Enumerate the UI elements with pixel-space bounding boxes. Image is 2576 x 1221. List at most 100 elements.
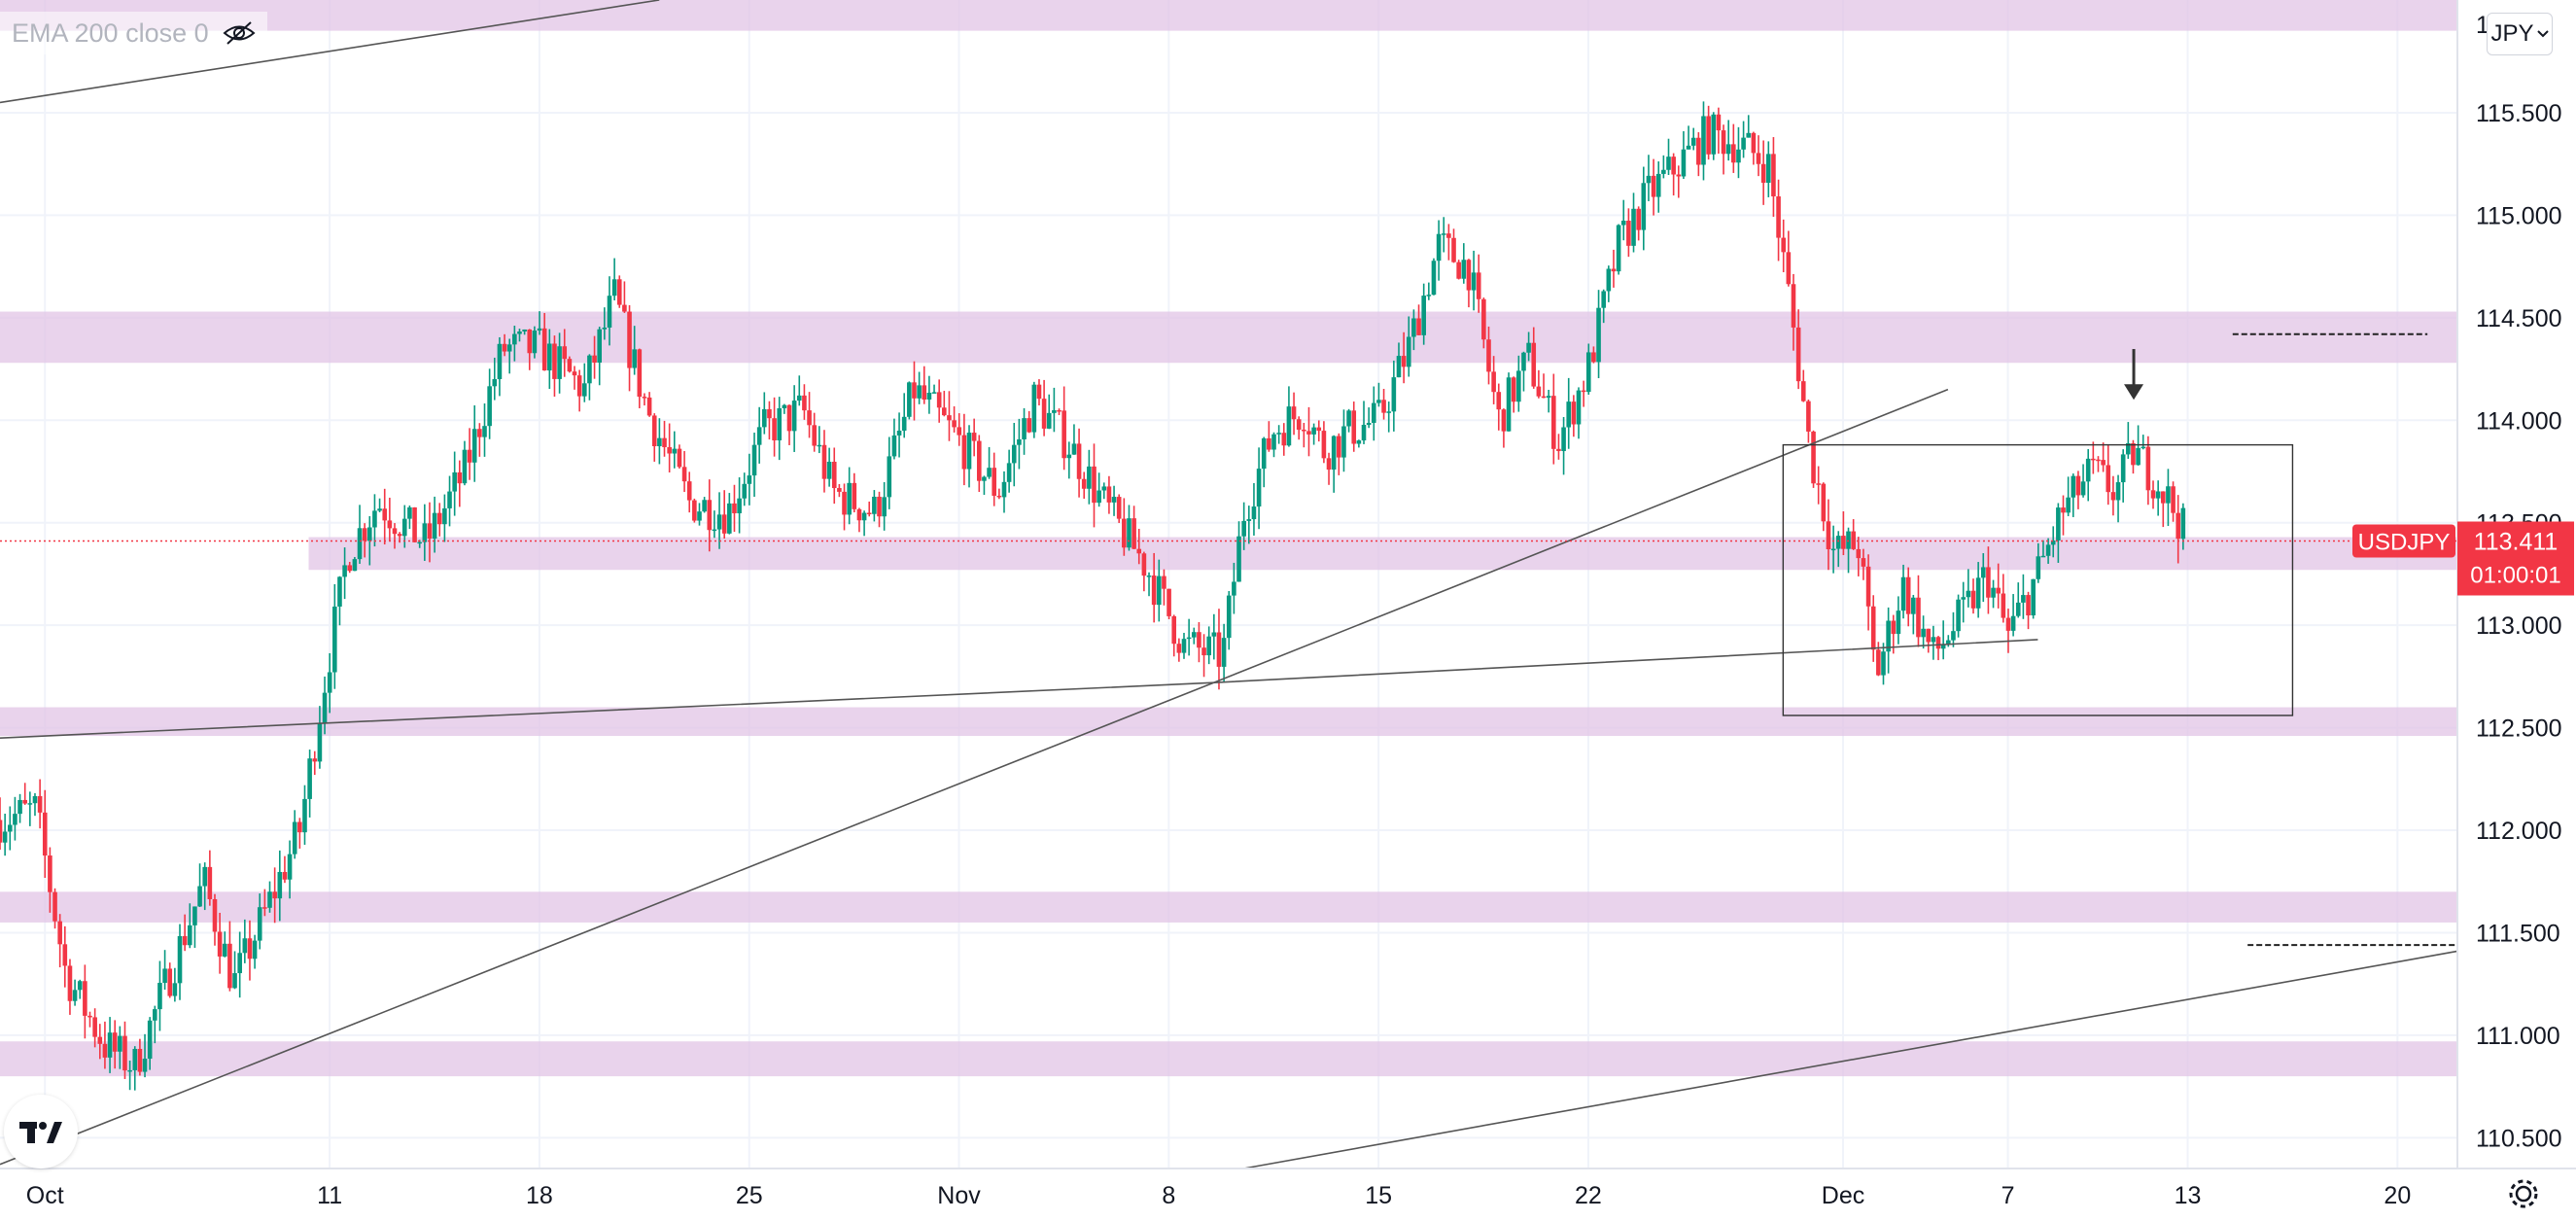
y-tick-label: 114.000: [2476, 407, 2562, 435]
candle-up: [931, 392, 937, 394]
candle-up: [447, 491, 452, 508]
candle-up: [2136, 447, 2141, 466]
candle-down: [572, 371, 577, 376]
candle-up: [1921, 628, 1926, 638]
candle-down: [387, 520, 393, 529]
candle-down: [677, 448, 682, 468]
indicator-legend[interactable]: EMA 200 close 0: [0, 12, 267, 54]
zone-band: [0, 311, 2457, 364]
x-tick-label: 25: [736, 1182, 763, 1209]
candle-up: [917, 385, 922, 399]
candle-down: [1870, 606, 1876, 650]
candle-down: [1337, 436, 1341, 458]
candle-up: [2115, 482, 2121, 501]
candle-up: [292, 821, 297, 855]
candle-down: [837, 488, 842, 492]
candle-up: [1236, 536, 1241, 582]
candle-down: [212, 898, 218, 932]
candle-up: [1471, 272, 1477, 291]
candle-up: [762, 408, 767, 428]
candle-up: [1251, 506, 1257, 520]
candle-down: [1027, 418, 1031, 433]
candle-up: [1406, 336, 1411, 367]
candle-up: [727, 503, 732, 534]
currency-selector[interactable]: JPY: [2487, 13, 2553, 55]
x-tick-label: 18: [526, 1182, 553, 1209]
candle-up: [1046, 412, 1052, 429]
time-axis: [0, 1169, 2576, 1221]
candle-down: [37, 795, 43, 813]
candle-down: [1116, 497, 1122, 519]
candle-up: [107, 1032, 113, 1058]
candle-up: [1087, 466, 1092, 489]
x-tick-label: 8: [1162, 1182, 1175, 1209]
candle-down: [0, 820, 3, 843]
candle-up: [1006, 463, 1012, 482]
candle-up: [232, 973, 237, 989]
candle-up: [1221, 638, 1227, 667]
candle-up: [2155, 491, 2161, 499]
symbol-tag: [2352, 524, 2455, 558]
candle-up: [1232, 581, 1236, 596]
candle-down: [1696, 137, 1701, 165]
candle-up: [1436, 233, 1442, 262]
candle-up: [1641, 183, 1647, 230]
candle-up: [1191, 632, 1197, 638]
candle-down: [637, 349, 643, 398]
candle-down: [2176, 512, 2181, 540]
candle-up: [442, 507, 447, 525]
candle-up: [1271, 434, 1276, 450]
candle-up: [796, 395, 802, 401]
candle-up: [716, 514, 722, 530]
candle-up: [1011, 444, 1017, 464]
candle-down: [1861, 558, 1866, 567]
candle-down: [297, 821, 302, 833]
candle-up: [317, 723, 323, 762]
candle-down: [662, 437, 667, 447]
candle-up: [327, 672, 332, 693]
candle-up: [847, 482, 852, 515]
candle-down: [2106, 465, 2111, 493]
candle-up: [462, 449, 468, 484]
y-tick-label: 111.000: [2476, 1023, 2560, 1050]
candle-down: [182, 935, 188, 946]
candle-up: [1896, 610, 1901, 635]
candle-up: [1181, 639, 1187, 653]
candle-down: [1591, 352, 1596, 363]
candle-down: [1795, 327, 1801, 382]
candle-down: [1856, 548, 1862, 559]
candle-up: [587, 355, 592, 384]
candle-up: [1031, 384, 1037, 433]
candle-down: [427, 523, 433, 540]
candle-down: [1800, 381, 1806, 401]
candle-up: [1206, 636, 1211, 656]
zone-band: [0, 0, 2457, 31]
candle-down: [1756, 153, 1761, 164]
candle-down: [2150, 490, 2156, 499]
y-tick-label: 112.500: [2476, 715, 2562, 743]
candle-up: [2066, 497, 2071, 513]
gear-icon[interactable]: [2504, 1174, 2543, 1213]
candle-up: [307, 758, 312, 799]
candle-up: [1411, 318, 1416, 337]
candle-down: [397, 534, 402, 537]
candle-down: [1456, 262, 1461, 279]
candle-down: [952, 420, 957, 428]
tradingview-logo[interactable]: [4, 1095, 78, 1169]
candle-down: [1036, 384, 1042, 400]
candle-up: [367, 527, 372, 541]
candle-down: [721, 514, 727, 534]
candle-down: [137, 1048, 143, 1072]
price-axis: [2457, 0, 2576, 1221]
candle-up: [1311, 427, 1316, 435]
candle-down: [2061, 507, 2066, 513]
eye-crossed-icon[interactable]: [223, 20, 256, 46]
candle-down: [1162, 576, 1166, 589]
candle-down: [802, 395, 807, 411]
candle-up: [1526, 342, 1531, 353]
candle-down: [1776, 196, 1781, 238]
candle-down: [567, 359, 573, 372]
candle-down: [2171, 486, 2176, 513]
candle-down: [922, 385, 927, 400]
